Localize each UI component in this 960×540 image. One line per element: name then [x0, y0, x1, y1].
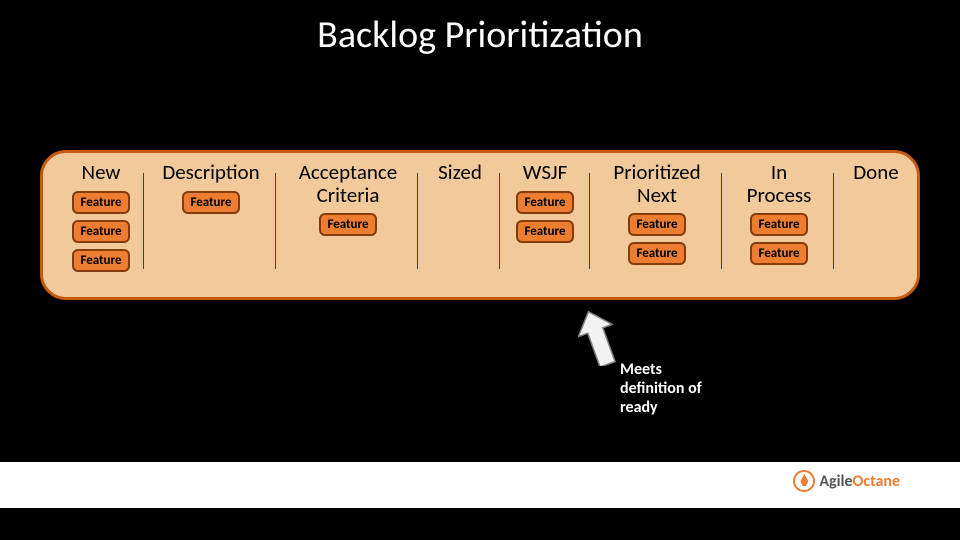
feature-chip[interactable]: Feature [750, 213, 808, 236]
column-header-inprocess: In Process [729, 161, 829, 206]
feature-chip[interactable]: Feature [72, 249, 130, 272]
annotation-ready: Meets definition of ready [620, 360, 702, 418]
brand-logo: AgileOctane [793, 470, 900, 492]
column-divider [833, 173, 834, 269]
column-prioritized: Prioritized Next Feature Feature [597, 161, 717, 268]
column-divider [417, 173, 418, 269]
brand-logo-text-2: Octane [853, 472, 900, 491]
column-header-acceptance: Acceptance Criteria [283, 161, 413, 206]
column-header-new: New [61, 161, 141, 184]
column-new: New Feature Feature Feature [61, 161, 141, 275]
feature-chip[interactable]: Feature [516, 191, 574, 214]
feature-chip[interactable]: Feature [628, 213, 686, 236]
column-description: Description Feature [151, 161, 271, 217]
column-divider [275, 173, 276, 269]
brand-logo-text-1: Agile [819, 472, 852, 491]
column-header-done: Done [841, 161, 911, 184]
column-wsjf: WSJF Feature Feature [505, 161, 585, 246]
column-header-sized: Sized [425, 161, 495, 184]
feature-chip[interactable]: Feature [182, 191, 240, 214]
column-sized: Sized [425, 161, 495, 188]
column-header-prioritized: Prioritized Next [597, 161, 717, 206]
feature-chip[interactable]: Feature [319, 213, 377, 236]
column-header-wsjf: WSJF [505, 161, 585, 184]
brand-logo-icon [793, 470, 815, 492]
column-divider [499, 173, 500, 269]
kanban-board: New Feature Feature Feature Description Featu… [40, 150, 920, 300]
column-inprocess: In Process Feature Feature [729, 161, 829, 268]
feature-chip[interactable]: Feature [516, 220, 574, 243]
column-done: Done [841, 161, 911, 188]
column-divider [589, 173, 590, 269]
column-acceptance: Acceptance Criteria Feature [283, 161, 413, 239]
arrow-icon [578, 310, 618, 366]
bottom-bar [0, 508, 960, 540]
feature-chip[interactable]: Feature [72, 191, 130, 214]
feature-chip[interactable]: Feature [72, 220, 130, 243]
column-divider [721, 173, 722, 269]
page-title: Backlog Prioritization [0, 0, 960, 58]
feature-chip[interactable]: Feature [628, 242, 686, 265]
column-divider [143, 173, 144, 269]
feature-chip[interactable]: Feature [750, 242, 808, 265]
column-header-description: Description [151, 161, 271, 184]
